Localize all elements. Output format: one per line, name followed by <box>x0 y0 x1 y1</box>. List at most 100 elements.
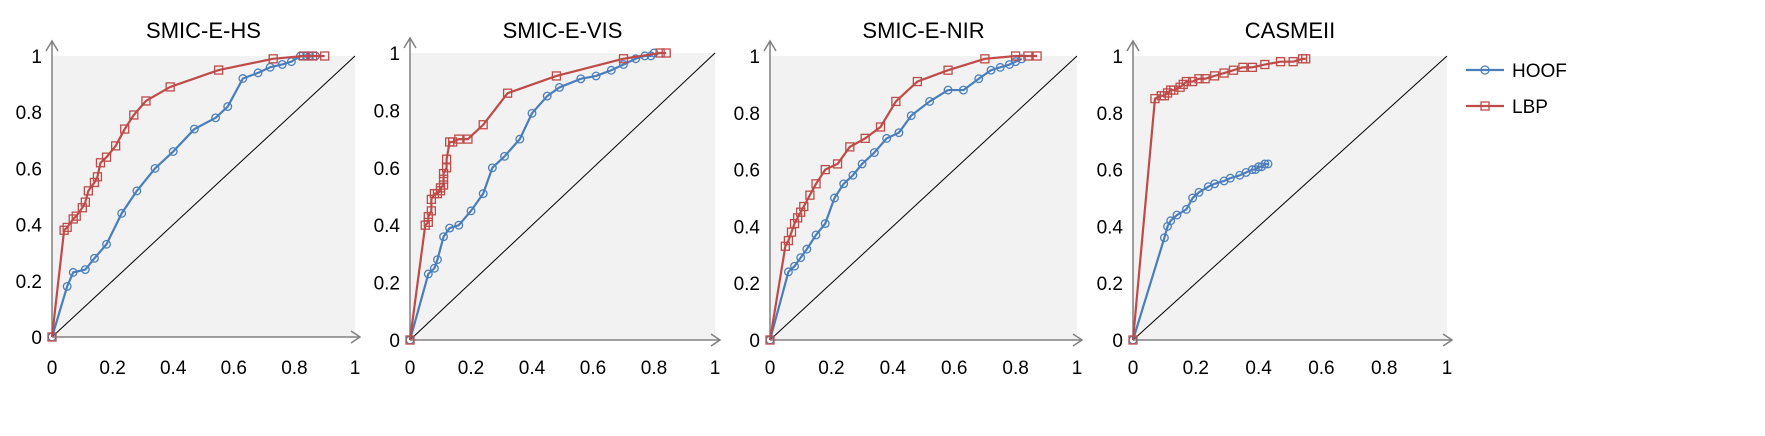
data-point-hoof <box>150 163 160 173</box>
data-point-lbp <box>438 180 449 190</box>
data-point-lbp <box>820 164 830 175</box>
data-point-lbp <box>943 65 953 75</box>
data-point-hoof <box>606 65 616 75</box>
data-point-hoof <box>1194 187 1204 197</box>
y-axis-arrow <box>403 36 417 49</box>
data-point-lbp <box>912 76 923 87</box>
x-axis-arrow <box>350 330 362 344</box>
data-point-hoof <box>1263 159 1273 169</box>
y-tick-label: 0.4 <box>16 216 43 237</box>
data-point-lbp <box>980 54 990 64</box>
data-point-lbp <box>71 211 81 221</box>
data-point-hoof <box>168 147 178 156</box>
x-tick-label: 0.8 <box>1002 358 1028 379</box>
data-point-lbp <box>438 168 449 179</box>
data-point-lbp <box>77 203 87 213</box>
data-point-lbp <box>92 172 103 182</box>
x-tick-label: 1 <box>1072 358 1083 379</box>
data-point-lbp <box>110 141 121 151</box>
data-point-hoof <box>591 71 601 81</box>
data-point-hoof <box>189 124 199 134</box>
y-tick-label: 0.8 <box>734 104 760 125</box>
data-point-lbp <box>62 222 72 233</box>
data-point-hoof <box>132 186 142 196</box>
data-point-lbp <box>832 159 843 169</box>
data-point-lbp <box>141 96 151 106</box>
data-point-hoof <box>515 134 525 144</box>
data-point-hoof <box>62 281 72 291</box>
y-tick-label: 1 <box>389 44 400 65</box>
data-point-lbp <box>95 158 106 168</box>
data-point-lbp <box>1175 82 1185 92</box>
data-point-lbp <box>165 82 175 92</box>
data-point-lbp <box>618 54 629 64</box>
x-tick-label: 0.8 <box>281 358 307 379</box>
data-point-lbp <box>1159 91 1170 101</box>
data-point-hoof <box>445 223 455 233</box>
data-point-lbp <box>789 218 800 229</box>
data-point-lbp <box>405 335 415 345</box>
x-tick-label: 0.4 <box>519 358 546 379</box>
data-point-hoof <box>974 74 984 84</box>
data-point-lbp <box>83 186 94 196</box>
data-point-hoof <box>1260 159 1270 169</box>
x-tick-label: 0.2 <box>818 358 844 379</box>
data-point-lbp <box>68 214 78 224</box>
data-point-hoof <box>253 68 263 78</box>
data-point-hoof <box>89 253 99 263</box>
data-point-hoof <box>576 74 586 84</box>
y-tick-label: 0.4 <box>1097 217 1124 238</box>
data-point-hoof <box>925 96 935 106</box>
data-point-lbp <box>432 188 443 199</box>
data-point-lbp <box>811 179 821 189</box>
data-point-hoof <box>857 159 867 169</box>
data-point-lbp <box>1200 74 1210 84</box>
data-point-hoof <box>423 269 433 279</box>
y-tick-label: 0.6 <box>1097 161 1123 182</box>
data-point-lbp <box>47 332 57 342</box>
data-point-lbp <box>780 241 790 251</box>
data-point-hoof <box>555 82 564 92</box>
x-axis-arrow <box>1072 333 1084 347</box>
data-point-lbp <box>891 96 901 107</box>
legend-marker-lbp <box>1480 101 1490 111</box>
series-line-hoof <box>768 57 1023 341</box>
data-point-hoof <box>802 244 812 254</box>
data-point-hoof <box>1159 233 1169 243</box>
data-point-hoof <box>223 102 233 112</box>
y-tick-label: 1 <box>1112 47 1123 68</box>
series-line-hoof <box>50 54 316 338</box>
y-tick-label: 0 <box>389 331 400 352</box>
data-point-hoof <box>487 163 497 173</box>
chart-title: CASMEII <box>1245 18 1335 43</box>
data-point-lbp <box>307 51 318 61</box>
y-tick-label: 1 <box>31 47 42 68</box>
data-point-lbp <box>1247 62 1257 73</box>
diagonal-line <box>51 55 356 338</box>
data-point-lbp <box>129 110 139 120</box>
data-point-lbp <box>1178 79 1188 90</box>
y-tick-label: 0.2 <box>1097 274 1123 295</box>
y-axis-arrow <box>1126 39 1140 52</box>
data-point-lbp <box>423 211 433 222</box>
legend-label-lbp: LBP <box>1512 97 1548 118</box>
legend-marker-hoof <box>1480 65 1490 75</box>
data-point-hoof <box>1225 173 1235 183</box>
data-point-lbp <box>1228 65 1239 75</box>
data-point-lbp <box>454 134 464 144</box>
data-point-lbp <box>478 120 488 130</box>
data-point-hoof <box>1181 204 1191 214</box>
series-line-lbp <box>50 54 325 338</box>
data-point-hoof <box>796 253 806 263</box>
data-point-lbp <box>438 174 449 184</box>
y-tick-label: 0.6 <box>374 159 400 180</box>
y-tick-label: 0 <box>1112 331 1123 352</box>
data-point-lbp <box>1181 76 1192 87</box>
y-tick-label: 0.6 <box>16 159 42 180</box>
y-tick-label: 0.8 <box>1097 104 1123 125</box>
x-tick-label: 0.2 <box>99 358 125 379</box>
data-point-lbp <box>423 217 433 227</box>
data-point-lbp <box>120 124 130 134</box>
data-point-hoof <box>1210 179 1220 189</box>
x-tick-label: 0.8 <box>1371 358 1397 379</box>
